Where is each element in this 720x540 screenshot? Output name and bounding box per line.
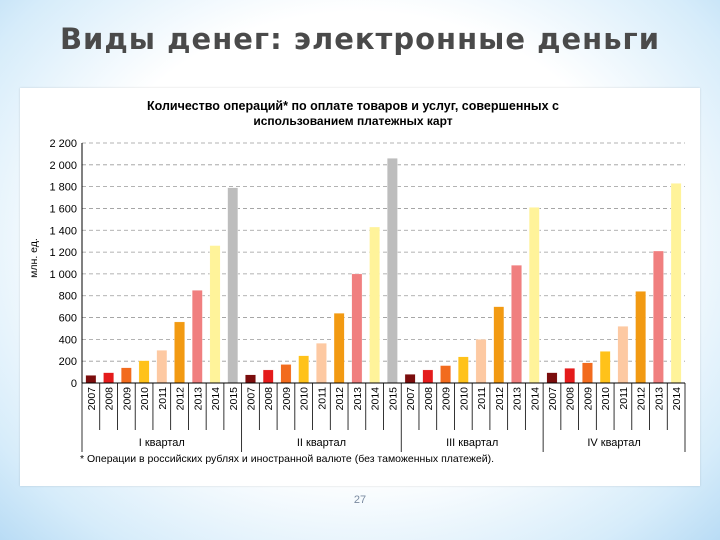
bar: [280, 364, 292, 384]
x-tick-label: 2013: [192, 387, 204, 411]
bar: [387, 158, 398, 384]
x-tick-label: 2010: [139, 387, 151, 411]
bar: [174, 321, 185, 384]
bar: [156, 350, 168, 384]
x-tick-label: 2008: [104, 387, 116, 411]
bar: [617, 326, 629, 384]
x-tick-label: 2015: [387, 387, 399, 411]
x-tick-label: 2012: [334, 387, 346, 411]
chart-panel: Количество операций* по оплате товаров и…: [20, 88, 700, 486]
chart-footnote: * Операции в российских рублях и иностра…: [80, 453, 494, 465]
x-tick-label: 2014: [671, 387, 683, 411]
group-label: III квартал: [446, 437, 498, 449]
bar: [670, 183, 682, 384]
x-tick-label: 2013: [653, 387, 665, 411]
group-label: IV квартал: [587, 437, 640, 449]
x-tick-label: 2010: [458, 387, 470, 411]
bar: [493, 306, 505, 384]
y-tick-label: 1 600: [49, 203, 77, 215]
y-tick-label: 600: [59, 313, 77, 325]
bar-chart: Количество операций* по оплате товаров и…: [28, 99, 686, 465]
bar: [458, 356, 469, 384]
x-tick-label: 2009: [582, 387, 594, 411]
x-tick-label: 2011: [157, 387, 169, 410]
x-tick-label: 2007: [547, 387, 559, 411]
bar: [316, 343, 327, 384]
bar: [653, 250, 664, 384]
bar: [138, 360, 150, 384]
x-tick-label: 2010: [600, 387, 612, 411]
bar: [369, 226, 380, 384]
x-tick-label: 2007: [86, 387, 98, 411]
bar: [582, 362, 593, 384]
chart-title-line-2: использованием платежных карт: [253, 114, 452, 128]
bar: [546, 372, 558, 384]
y-tick-label: 2 200: [49, 138, 77, 150]
bar: [262, 369, 274, 384]
slide-title: Виды денег: электронные деньги: [59, 22, 661, 56]
group-label: II квартал: [297, 437, 346, 449]
x-tick-label: 2014: [210, 387, 222, 411]
x-tick-label: 2011: [618, 387, 630, 410]
y-tick-label: 1 400: [49, 225, 77, 237]
x-tick-label: 2009: [281, 387, 293, 411]
y-tick-label: 1 800: [49, 182, 77, 194]
x-tick-label: 2008: [565, 387, 577, 411]
x-tick-label: 2010: [299, 387, 311, 411]
bar: [475, 339, 487, 384]
bar: [564, 368, 576, 384]
bar: [85, 375, 97, 384]
x-tick-label: 2009: [441, 387, 453, 411]
x-tick-label: 2013: [512, 387, 524, 411]
x-tick-label: 2014: [370, 387, 382, 411]
x-tick-label: 2013: [352, 387, 364, 411]
bar: [404, 374, 416, 384]
y-tick-label: 400: [59, 334, 77, 346]
bar: [209, 245, 221, 384]
bar: [333, 313, 345, 384]
bar: [227, 187, 239, 384]
x-tick-label: 2015: [228, 387, 240, 411]
y-tick-label: 200: [59, 356, 77, 368]
bar: [245, 374, 256, 384]
y-tick-label: 0: [71, 378, 77, 390]
x-tick-label: 2014: [529, 387, 541, 411]
y-tick-label: 2 000: [49, 160, 77, 172]
x-tick-label: 2012: [494, 387, 506, 411]
bar: [422, 369, 434, 384]
bar: [351, 273, 363, 384]
chart-title-line-1: Количество операций* по оплате товаров и…: [147, 99, 559, 113]
bar: [440, 365, 451, 384]
bar: [528, 207, 540, 384]
group-label: I квартал: [139, 437, 185, 449]
x-tick-label: 2009: [121, 387, 133, 411]
y-tick-label: 1 200: [49, 247, 77, 259]
x-tick-label: 2012: [636, 387, 648, 411]
x-tick-label: 2012: [175, 387, 187, 411]
y-tick-label: 1 000: [49, 269, 77, 281]
y-tick-label: 800: [59, 291, 77, 303]
x-tick-label: 2011: [316, 387, 328, 410]
bar: [635, 291, 646, 384]
bar: [599, 351, 611, 384]
x-tick-label: 2011: [476, 387, 488, 410]
bar: [191, 290, 203, 384]
x-tick-label: 2008: [423, 387, 435, 411]
bar: [298, 355, 309, 384]
bar: [511, 265, 522, 384]
bar: [121, 367, 132, 384]
bar: [103, 372, 114, 384]
x-tick-label: 2007: [245, 387, 257, 411]
page-number: 27: [353, 494, 367, 506]
y-axis-label: млн. ед.: [28, 238, 40, 278]
x-tick-label: 2007: [405, 387, 417, 411]
x-tick-label: 2008: [263, 387, 275, 411]
